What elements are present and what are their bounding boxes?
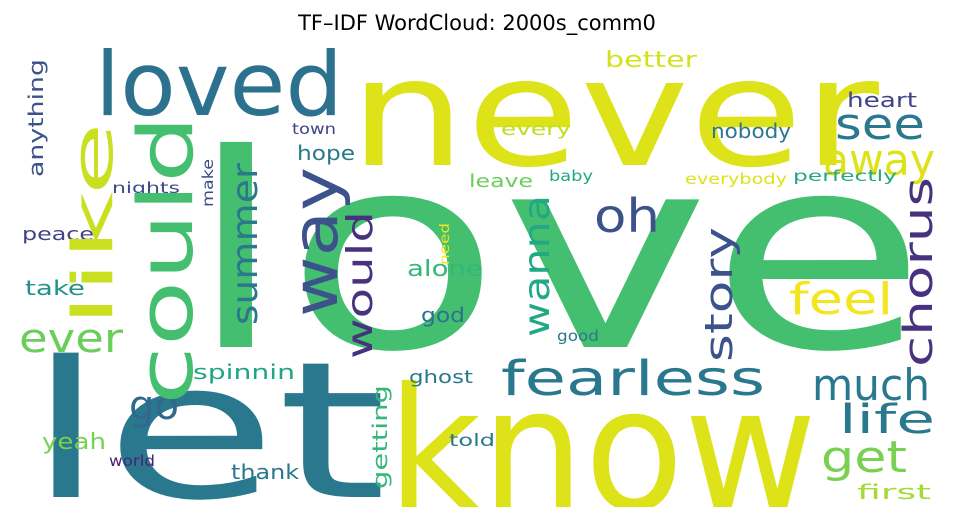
word-getting: getting: [368, 385, 392, 489]
word-yeah: yeah: [42, 430, 106, 455]
word-story: story: [697, 227, 741, 362]
word-perfectly: perfectly: [793, 167, 897, 185]
word-take: take: [25, 276, 85, 300]
word-never: never: [349, 47, 879, 201]
word-god: god: [421, 303, 465, 327]
word-make: make: [199, 159, 217, 207]
word-baby: baby: [549, 167, 593, 185]
word-ghost: ghost: [409, 367, 473, 388]
word-nights: nights: [112, 179, 180, 197]
word-life: life: [839, 397, 935, 443]
word-everybody: everybody: [685, 170, 787, 188]
word-heart: heart: [847, 88, 917, 112]
word-much: much: [812, 360, 930, 411]
word-alone: alone: [407, 257, 483, 282]
word-way: way: [279, 167, 352, 317]
word-get: get: [821, 432, 907, 483]
word-away: away: [823, 135, 935, 186]
word-good: good: [557, 327, 599, 345]
word-peace: peace: [22, 224, 94, 245]
word-know: know: [387, 352, 817, 507]
word-chorus: chorus: [896, 177, 937, 367]
word-nobody: nobody: [711, 119, 791, 143]
word-cloud: love never know let loved fearless oh se…: [17, 47, 937, 507]
word-cloud-canvas: love never know let loved fearless oh se…: [19, 47, 937, 507]
word-feel: feel: [789, 274, 893, 325]
word-go: go: [129, 383, 179, 429]
word-wanna: wanna: [517, 195, 558, 337]
word-would: would: [340, 211, 381, 359]
word-could: could: [121, 115, 210, 405]
chart-title: TF–IDF WordCloud: 2000s_comm0: [298, 11, 656, 35]
word-anything: anything: [24, 59, 48, 177]
word-every: every: [501, 119, 571, 140]
word-summer: summer: [225, 163, 266, 325]
word-let: let: [27, 321, 387, 507]
word-thank: thank: [231, 460, 299, 484]
word-fearless: fearless: [501, 351, 765, 407]
word-love: love: [187, 96, 927, 411]
word-first: first: [857, 480, 931, 504]
word-world: world: [109, 452, 155, 470]
word-told: told: [449, 431, 495, 451]
word-better: better: [605, 48, 698, 73]
word-hope: hope: [297, 141, 355, 165]
word-leave: leave: [469, 171, 533, 192]
word-town: town: [292, 120, 336, 138]
word-see: see: [835, 99, 925, 150]
word-like: like: [61, 122, 126, 327]
word-spinnin: spinnin: [193, 360, 295, 384]
word-ever: ever: [19, 316, 124, 362]
word-need: need: [438, 223, 453, 265]
word-loved: loved: [95, 47, 343, 136]
word-oh: oh: [594, 189, 660, 243]
